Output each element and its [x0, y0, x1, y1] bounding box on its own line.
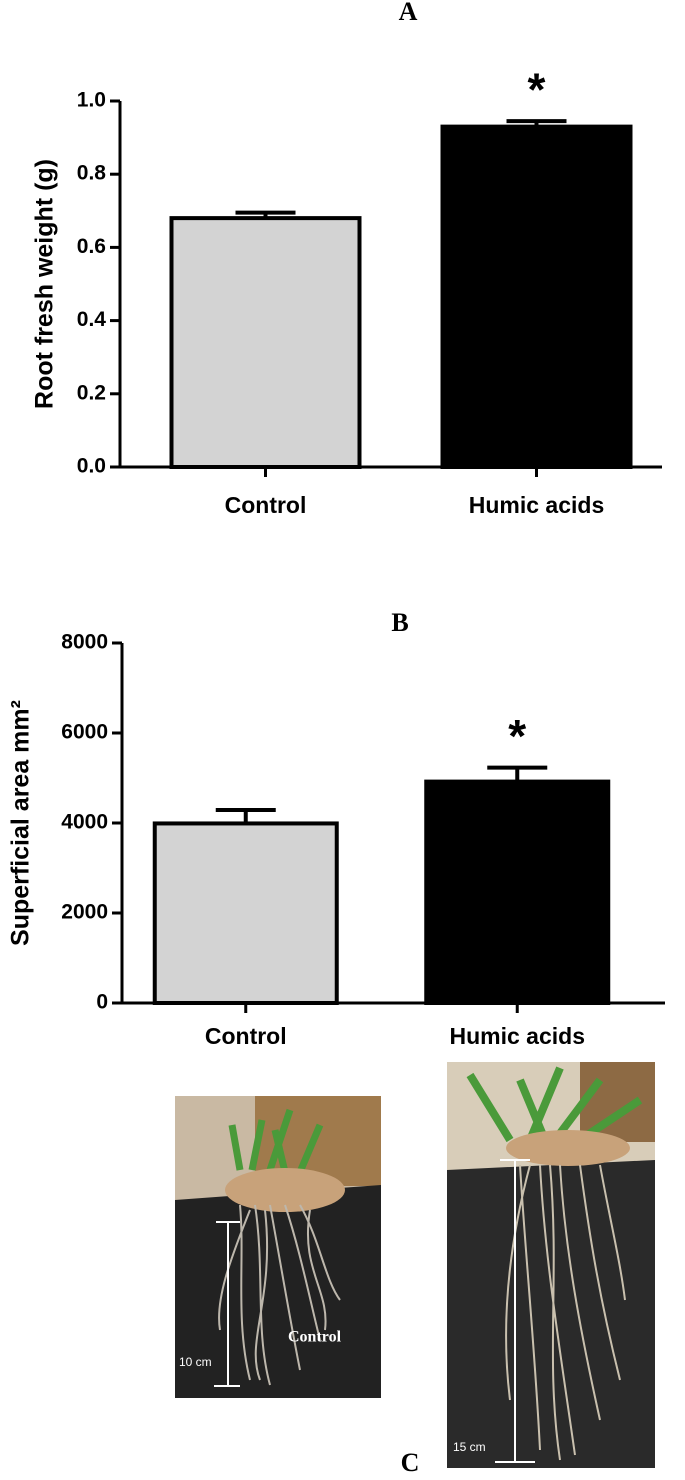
significance-mark: *	[528, 63, 546, 115]
y-tick-label: 0.8	[77, 162, 107, 185]
chart-title: B	[391, 608, 408, 637]
bar	[424, 779, 611, 1005]
scale-label: 10 cm	[179, 1355, 212, 1369]
x-tick-label: Humic acids	[450, 1023, 586, 1049]
y-tick-label: 1.0	[77, 89, 106, 112]
x-tick-label: Control	[205, 1023, 287, 1049]
scale-label: 15 cm	[453, 1440, 486, 1454]
significance-mark: *	[508, 710, 526, 762]
y-tick-label: 0.6	[77, 235, 106, 258]
y-tick-label: 2000	[61, 901, 108, 924]
panel-label: C	[401, 1448, 420, 1477]
y-tick-label: 0	[96, 991, 108, 1014]
y-tick-label: 6000	[61, 721, 108, 744]
y-tick-label: 8000	[61, 631, 108, 654]
y-tick-label: 0.2	[77, 381, 106, 404]
photo-caption: Control	[288, 1329, 342, 1346]
photo-control: Control 10 cm	[175, 1096, 381, 1398]
chart-title: A	[399, 0, 418, 26]
bar	[169, 216, 362, 469]
photo-humic: 15 cm	[447, 1062, 655, 1468]
y-tick-label: 0.4	[77, 308, 107, 331]
y-axis-label: Root fresh weight (g)	[31, 159, 59, 409]
bar	[152, 821, 339, 1006]
x-tick-label: Control	[225, 492, 307, 518]
x-tick-label: Humic acids	[469, 492, 605, 518]
y-tick-label: 4000	[61, 811, 108, 834]
y-axis-label: Superficial area mm²	[7, 700, 35, 946]
bar	[440, 124, 633, 470]
y-tick-label: 0.0	[77, 455, 106, 478]
